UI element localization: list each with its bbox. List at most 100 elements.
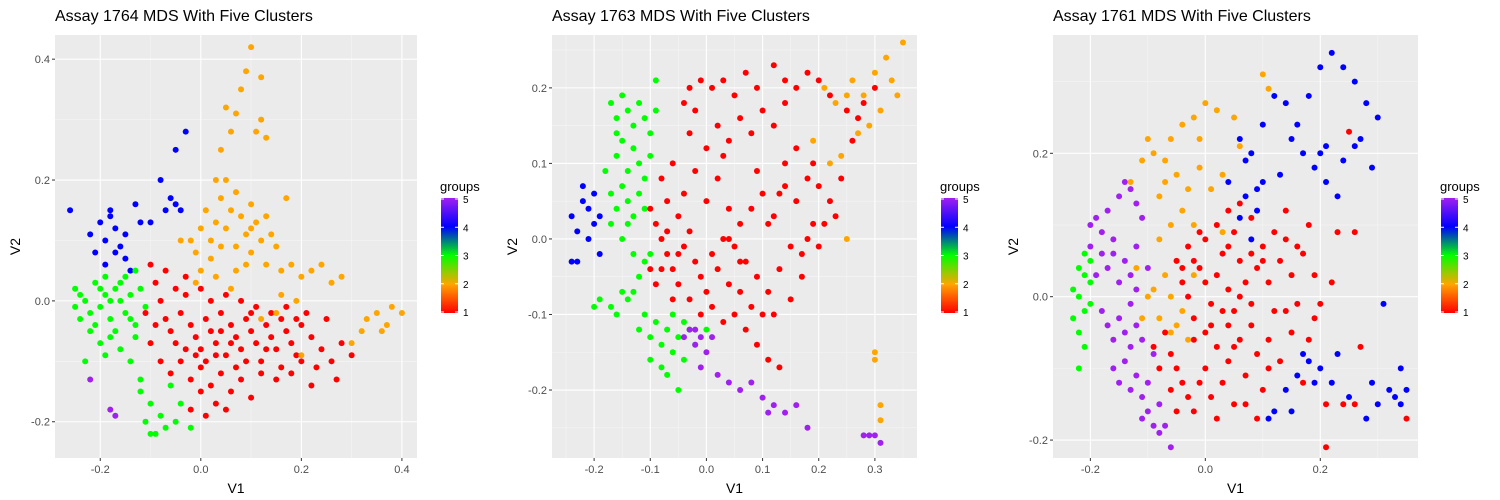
scatter-point <box>647 152 654 159</box>
scatter-point <box>697 273 704 280</box>
scatter-point <box>1265 279 1272 286</box>
scatter-point <box>253 340 260 347</box>
scatter-point <box>1150 150 1157 157</box>
scatter-point <box>207 328 214 335</box>
scatter-point <box>67 207 74 214</box>
scatter-point <box>1202 329 1209 336</box>
scatter-point <box>782 99 789 106</box>
scatter-point <box>233 364 239 371</box>
scatter-point <box>97 285 104 292</box>
scatter-point <box>1300 351 1307 358</box>
scatter-point <box>1150 351 1157 358</box>
scatter-point <box>748 130 755 137</box>
scatter-point <box>658 341 665 348</box>
chart-title: Assay 1761 MDS With Five Clusters <box>1053 8 1311 25</box>
scatter-point <box>248 394 255 401</box>
scatter-point <box>1277 171 1284 178</box>
scatter-point <box>1190 221 1197 228</box>
scatter-point <box>212 219 219 226</box>
scatter-point <box>217 328 224 335</box>
scatter-point <box>192 279 199 286</box>
scatter-point <box>697 311 704 318</box>
scatter-point <box>258 74 265 81</box>
scatter-point <box>1075 329 1082 336</box>
scatter-point <box>1162 272 1169 279</box>
scatter-point <box>1173 322 1180 329</box>
scatter-point <box>686 130 693 137</box>
scatter-point <box>703 326 710 333</box>
scatter-point <box>172 285 179 292</box>
scatter-point <box>147 219 154 226</box>
scatter-point <box>815 77 822 84</box>
scatter-point <box>1156 429 1163 436</box>
scatter-point <box>843 235 850 242</box>
scatter-point <box>815 183 822 190</box>
scatter-point <box>1259 71 1266 78</box>
scatter-point <box>624 198 631 205</box>
scatter-point <box>1213 415 1220 422</box>
scatter-point <box>1167 221 1174 228</box>
scatter-point <box>1202 236 1209 243</box>
scatter-point <box>157 412 164 419</box>
scatter-point <box>167 328 174 335</box>
scatter-point <box>1311 164 1318 171</box>
scatter-point <box>714 122 721 129</box>
legend-title: groups <box>1440 179 1480 194</box>
scatter-point <box>753 341 760 348</box>
scatter-point <box>127 358 134 365</box>
scatter-point <box>1317 64 1324 71</box>
scatter-point <box>197 364 204 371</box>
scatter-point <box>871 69 878 76</box>
scatter-point <box>1254 265 1261 272</box>
scatter-point <box>669 160 676 167</box>
scatter-point <box>804 175 811 182</box>
scatter-point <box>1127 178 1134 185</box>
legend-tick-label: 4 <box>963 223 969 234</box>
scatter-point <box>714 175 721 182</box>
scatter-point <box>82 297 89 304</box>
scatter-point <box>596 251 603 258</box>
scatter-point <box>692 258 699 265</box>
scatter-point <box>871 432 878 439</box>
scatter-point <box>177 309 184 316</box>
scatter-point <box>1334 229 1341 236</box>
scatter-point <box>1328 279 1335 286</box>
scatter-point <box>894 92 901 99</box>
legend-tick-label: 3 <box>1463 252 1469 263</box>
scatter-point <box>871 356 878 363</box>
scatter-point <box>798 273 805 280</box>
scatter-point <box>877 107 884 114</box>
scatter-point <box>1271 229 1278 236</box>
scatter-point <box>162 316 169 323</box>
scatter-point <box>1403 386 1410 393</box>
scatter-point <box>1357 343 1364 350</box>
scatter-point <box>273 243 280 250</box>
scatter-point <box>1167 293 1174 300</box>
scatter-point <box>1139 315 1146 322</box>
scatter-point <box>1190 272 1197 279</box>
scatter-point <box>1081 272 1088 279</box>
scatter-point <box>1236 293 1243 300</box>
scatter-point <box>217 243 224 250</box>
scatter-point <box>826 92 833 99</box>
scatter-point <box>810 160 817 167</box>
scatter-point <box>1162 422 1169 429</box>
scatter-point <box>843 92 850 99</box>
scatter-point <box>1265 415 1272 422</box>
scatter-point <box>1311 315 1318 322</box>
scatter-point <box>680 99 687 106</box>
scatter-point <box>107 406 114 413</box>
scatter-point <box>866 432 873 439</box>
scatter-point <box>1305 336 1312 343</box>
scatter-point <box>1133 243 1140 250</box>
scatter-point <box>187 406 194 413</box>
scatter-point <box>798 251 805 258</box>
scatter-point <box>1139 157 1146 164</box>
scatter-point <box>97 219 104 226</box>
scatter-point <box>378 328 385 335</box>
scatter-point <box>692 326 699 333</box>
scatter-point <box>227 340 234 347</box>
scatter-point <box>591 220 598 227</box>
scatter-point <box>202 412 209 419</box>
scatter-point <box>1150 286 1157 293</box>
